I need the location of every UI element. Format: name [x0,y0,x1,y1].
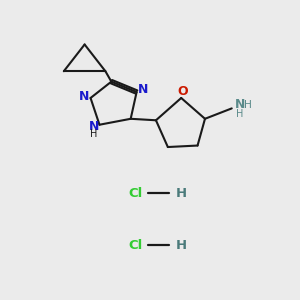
Text: H: H [244,100,252,110]
Text: N: N [138,83,148,96]
Text: N: N [79,90,89,103]
Text: N: N [235,98,245,111]
Text: N: N [89,120,99,133]
Text: Cl: Cl [128,187,142,200]
Text: Cl: Cl [128,238,142,252]
Text: H: H [176,187,187,200]
Text: H: H [236,109,244,119]
Text: H: H [90,129,98,139]
Text: O: O [177,85,188,98]
Text: H: H [176,238,187,252]
